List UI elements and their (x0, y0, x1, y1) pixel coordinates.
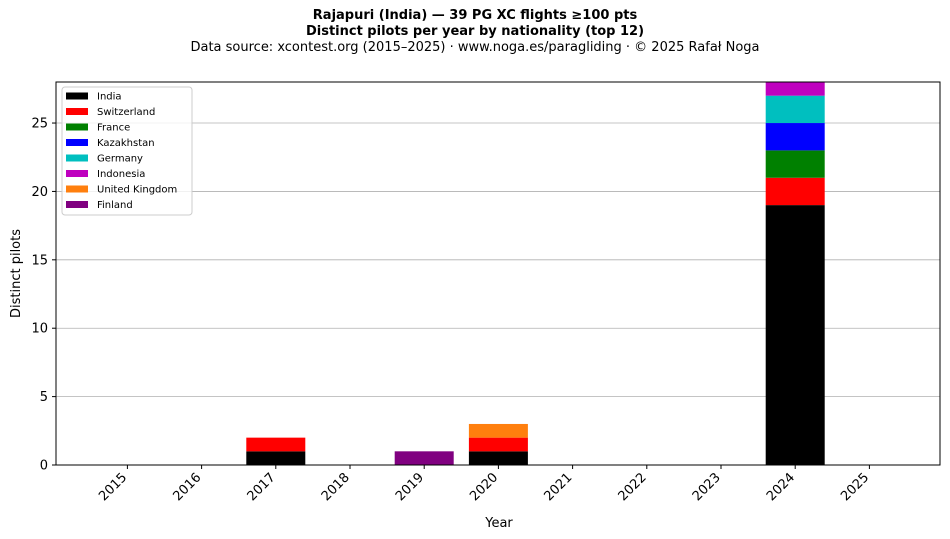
bar-segment (468, 423, 528, 438)
bar-segment (765, 82, 825, 96)
x-axis: 2015 2016 2017 2018 2019 2020 2021 2022 2023 2024… (96, 465, 872, 504)
bar-segment (765, 123, 825, 151)
legend-label: France (97, 123, 130, 134)
bar-segment (246, 451, 306, 465)
x-tick-label: 2019 (393, 470, 427, 504)
x-tick-label: 2024 (764, 470, 798, 504)
y-tick-label: 15 (31, 253, 48, 268)
legend-label: Germany (97, 154, 143, 165)
legend-swatch (66, 92, 88, 100)
bar-segment (765, 95, 825, 124)
x-tick-label: 2022 (616, 470, 650, 504)
x-axis-label: Year (484, 516, 513, 531)
legend-swatch (66, 185, 88, 193)
legend-label: Switzerland (97, 107, 155, 118)
x-tick-label: 2016 (170, 470, 204, 504)
x-tick-label: 2017 (245, 470, 279, 504)
legend-swatch (66, 170, 88, 177)
legend-label: India (97, 92, 122, 103)
y-tick-label: 10 (31, 322, 48, 337)
y-tick-label: 0 (40, 459, 48, 474)
x-tick-label: 2023 (690, 470, 724, 504)
x-tick-label: 2020 (467, 470, 501, 504)
bar-segment (246, 437, 306, 452)
bar-segment (765, 205, 825, 465)
legend-swatch (66, 139, 88, 146)
legend-box (61, 86, 193, 216)
x-tick-label: 2018 (319, 470, 353, 504)
legend-label: Indonesia (97, 169, 145, 180)
y-tick-label: 20 (31, 185, 48, 200)
y-axis: 0 5 10 15 20 25 (31, 117, 56, 474)
data-source-note: Data source: xcontest.org (2015–2025) · … (190, 40, 760, 55)
x-tick-label: 2015 (96, 470, 130, 504)
bar-segment (765, 150, 825, 178)
chart-title: Rajapuri (India) — 39 PG XC flights ≥100… (312, 8, 638, 23)
x-tick-label: 2025 (838, 470, 872, 504)
bars (246, 82, 825, 465)
bar-segment (468, 437, 528, 452)
bar-segment (468, 451, 528, 465)
x-tick-label: 2021 (541, 470, 575, 504)
y-axis-label: Distinct pilots (9, 229, 24, 318)
chart-titles: Rajapuri (India) — 39 PG XC flights ≥100… (0, 8, 950, 56)
bar-segment (394, 451, 454, 465)
chart-subtitle: Distinct pilots per year by nationality … (305, 24, 645, 39)
bar-segment (765, 177, 825, 206)
legend-swatch (66, 201, 88, 208)
legend-label: Finland (97, 200, 133, 211)
y-tick-label: 5 (40, 390, 48, 405)
legend-label: United Kingdom (97, 185, 177, 196)
legend-swatch (66, 154, 88, 162)
legend-swatch (66, 123, 88, 131)
legend-swatch (66, 108, 88, 115)
legend-label: Kazakhstan (97, 138, 155, 149)
legend: India Switzerland France Kazakhstan Germany I… (61, 86, 193, 216)
y-tick-label: 25 (31, 117, 48, 132)
